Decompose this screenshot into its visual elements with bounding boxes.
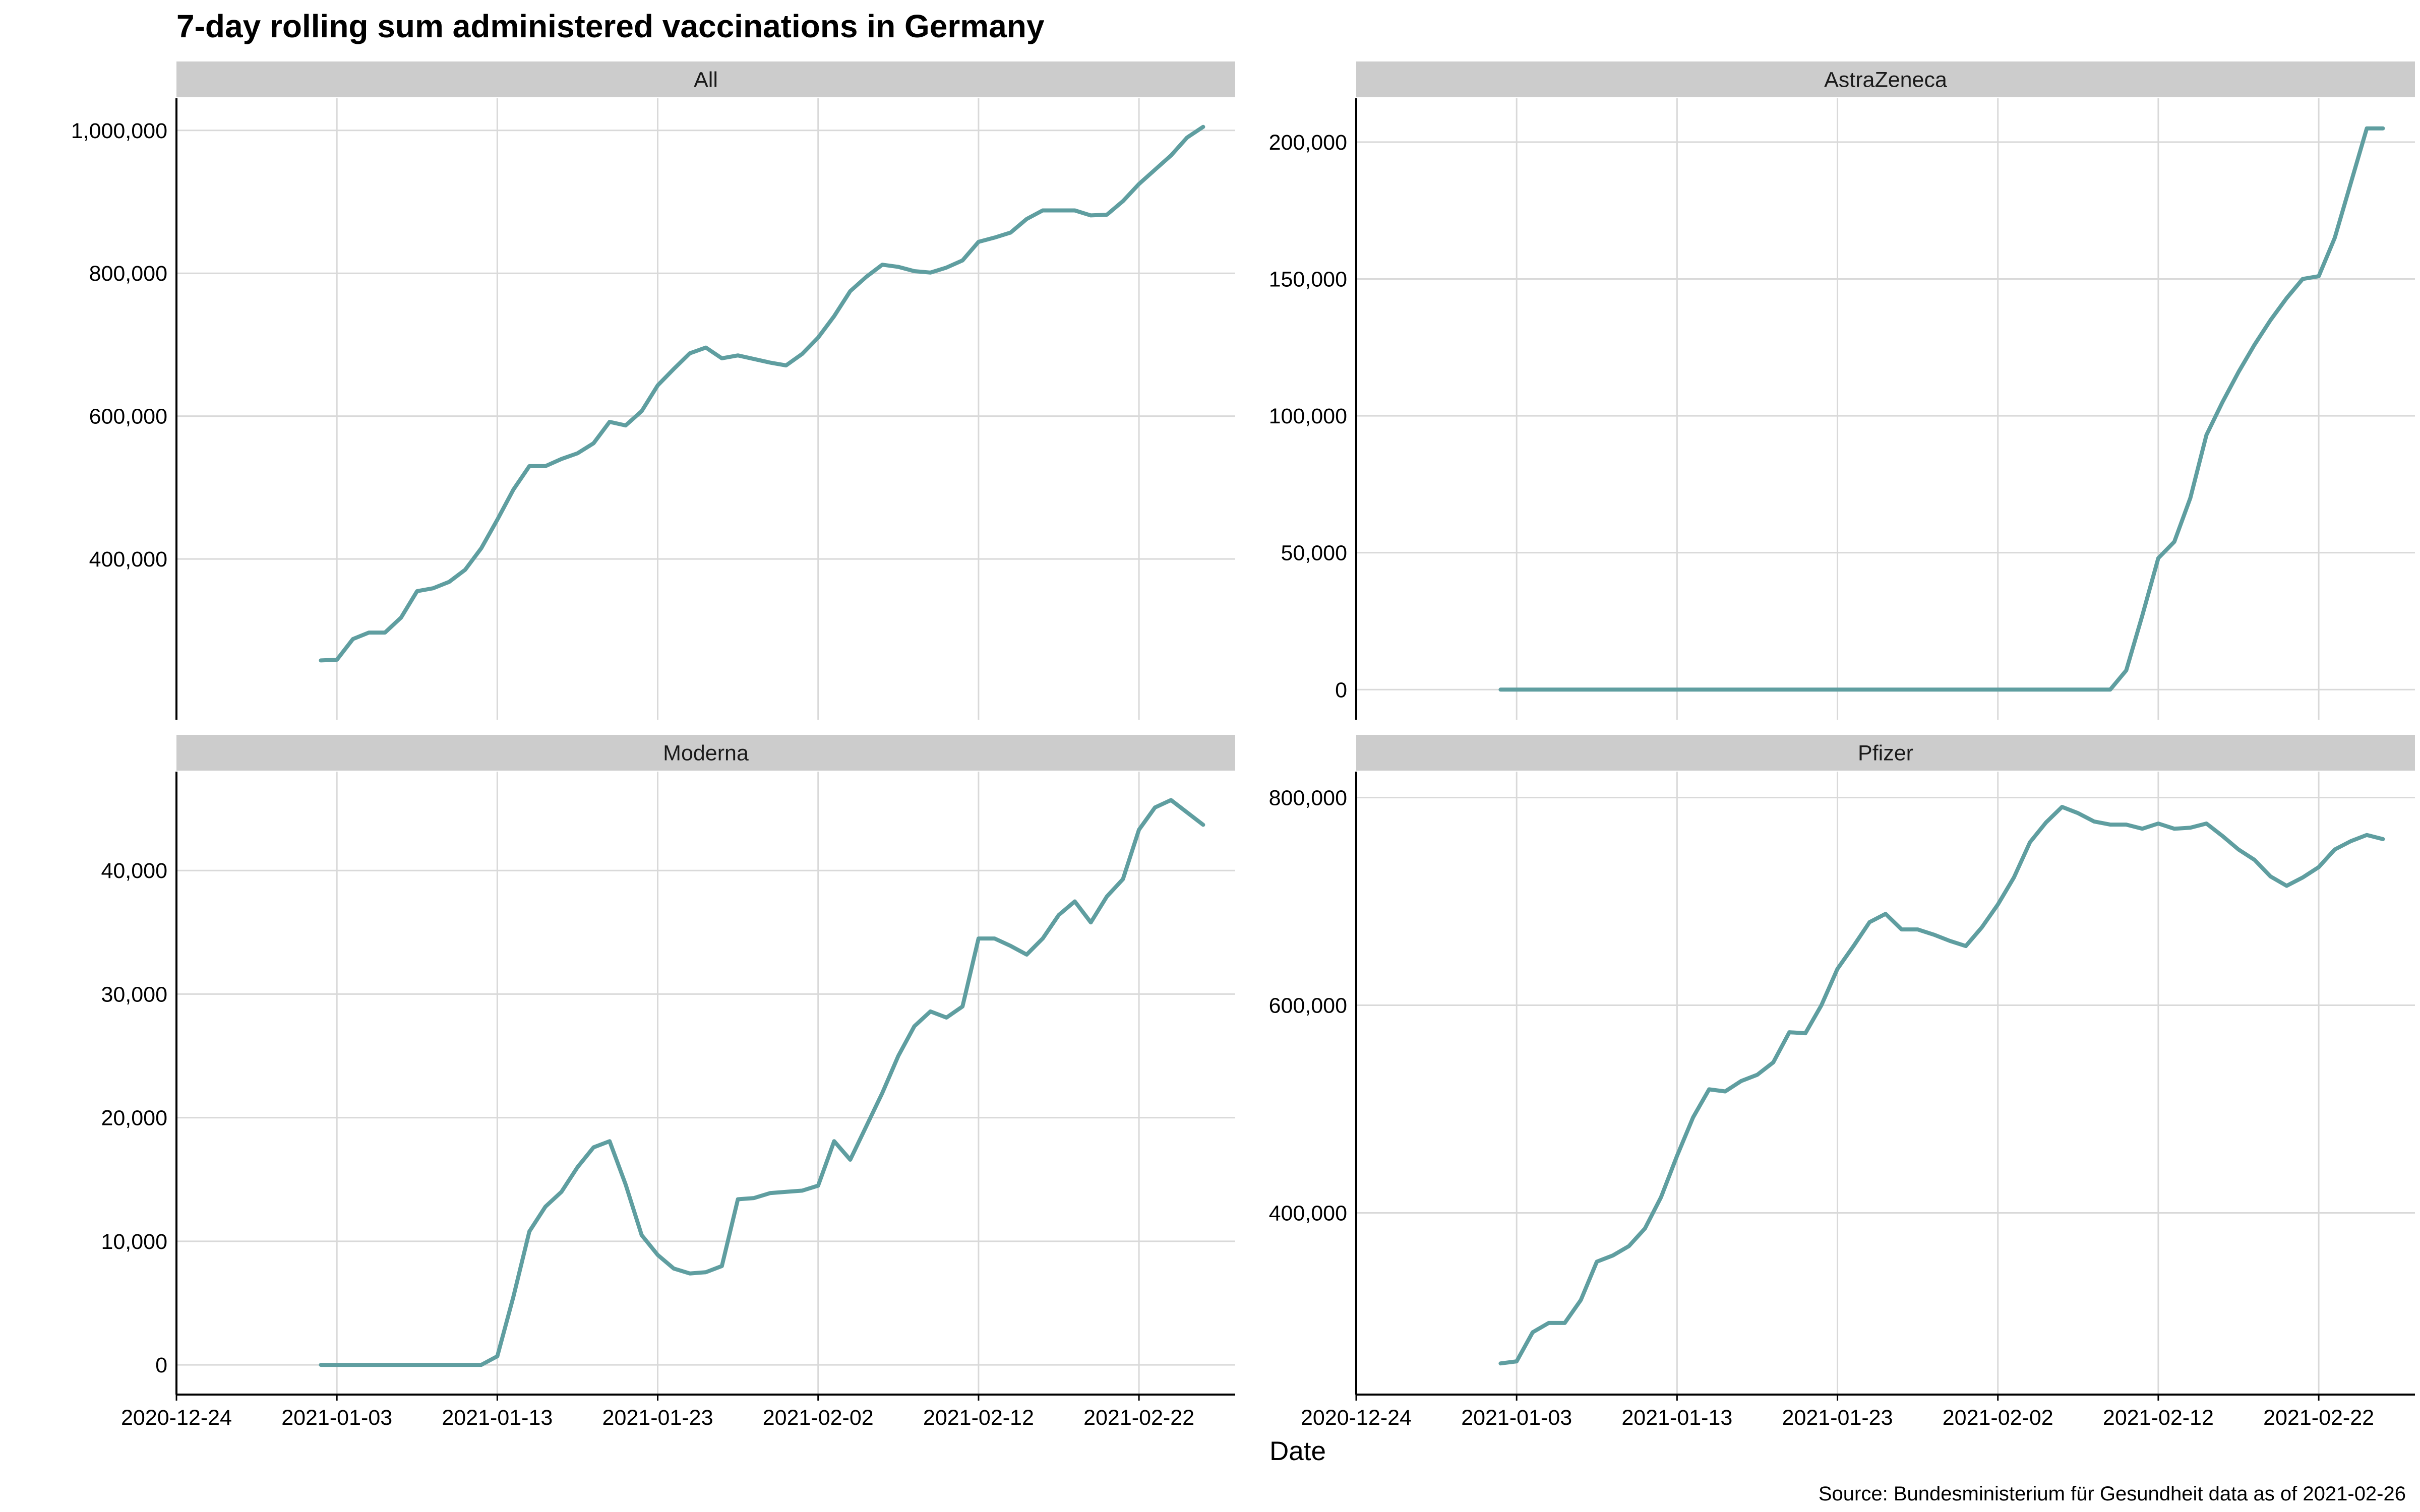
x-tick-label: 2021-01-13 [1621,1406,1732,1430]
y-tick-label: 10,000 [101,1230,167,1254]
x-tick-label: 2021-01-03 [281,1406,392,1430]
y-tick-label: 400,000 [1269,1202,1347,1226]
x-tick-label: 2021-01-23 [1782,1406,1893,1430]
strip-label-moderna: Moderna [663,741,749,766]
x-tick-label: 2021-01-23 [602,1406,713,1430]
series-line-astrazeneca [1498,126,2385,692]
strip-astrazeneca [1356,61,2415,97]
y-tick-label: 1,000,000 [71,119,167,143]
x-tick-label: 2020-12-24 [121,1406,232,1430]
panel-astrazeneca: AstraZeneca 0 50,000 100,000 150,000 200,000 [1269,61,2415,720]
y-tick-label: 150,000 [1269,267,1347,291]
x-tick-label: 2021-02-22 [1083,1406,1194,1430]
strip-label-pfizer: Pfizer [1858,741,1913,766]
series-line-all [319,124,1205,663]
y-tick-label: 400,000 [89,547,167,572]
x-tick-label: 2021-01-13 [442,1406,553,1430]
x-tick-label: 2021-01-03 [1461,1406,1572,1430]
y-tick-label: 200,000 [1269,131,1347,155]
y-tick-label: 600,000 [1269,994,1347,1018]
y-tick-label: 30,000 [101,982,167,1006]
x-tick-label: 2021-02-12 [923,1406,1034,1430]
y-tick-label: 800,000 [89,262,167,286]
x-tick-label: 2021-02-12 [2103,1406,2214,1430]
x-tick-label: 2020-12-24 [1301,1406,1412,1430]
panel-moderna: Moderna 0 10,000 20,000 30,000 40,000 2020-12-… [101,735,1235,1430]
y-tick-label: 800,000 [1269,786,1347,810]
series-line-moderna [319,798,1205,1367]
y-tick-label: 0 [1335,678,1347,702]
strip-pfizer [1356,735,2415,771]
strip-all [176,61,1235,97]
panel-all: All 400,000 600,000 800,000 1,000,000 [71,61,1235,720]
y-tick-label: 40,000 [101,859,167,883]
x-tick-label: 2021-02-02 [1943,1406,2053,1430]
x-axis-title: Date [1269,1436,1326,1466]
y-tick-label: 20,000 [101,1106,167,1130]
x-tick-label: 2021-02-02 [763,1406,874,1430]
source-caption: Source: Bundesministerium für Gesundheit… [1819,1483,2406,1505]
y-tick-label: 600,000 [89,405,167,429]
panel-pfizer: Pfizer 400,000 600,000 800,000 2020-12-24 202… [1269,735,2415,1430]
x-tick-label: 2021-02-22 [2263,1406,2374,1430]
y-tick-label: 0 [155,1353,167,1377]
y-tick-label: 100,000 [1269,404,1347,428]
strip-label-astrazeneca: AstraZeneca [1824,68,1947,92]
y-tick-label: 50,000 [1281,541,1347,565]
series-line-pfizer [1498,805,2385,1366]
strip-label-all: All [694,68,718,92]
panels-container: All 400,000 600,000 800,000 1,000,000 AstraZe… [71,61,2415,1430]
chart-title: 7-day rolling sum administered vaccinati… [176,8,1045,44]
strip-moderna [176,735,1235,771]
